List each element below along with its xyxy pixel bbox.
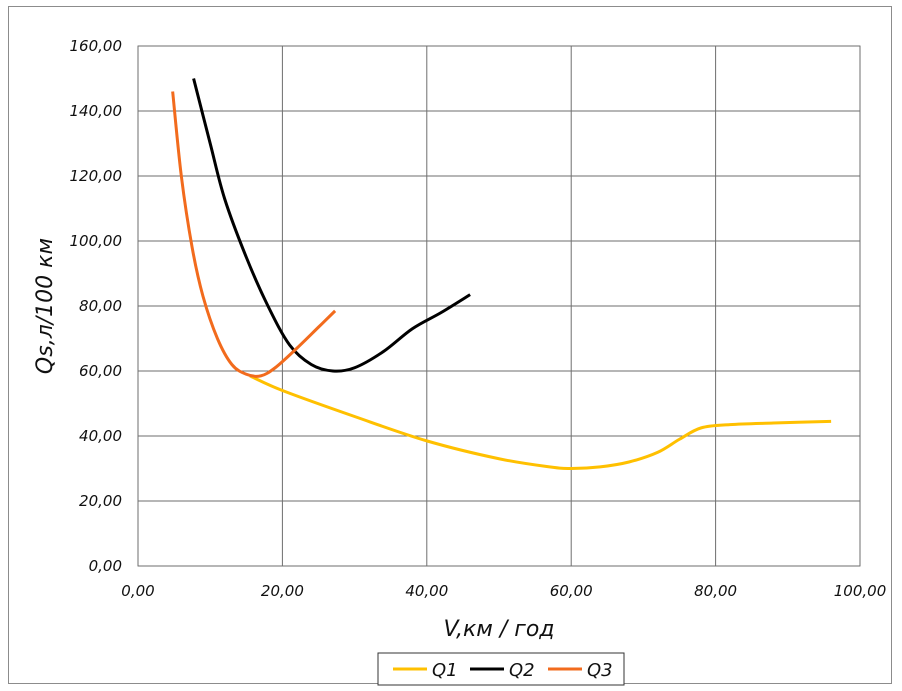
x-axis-title: V,км / год: [443, 617, 554, 642]
y-tick-label: 80,00: [79, 297, 122, 315]
y-tick-label: 140,00: [70, 102, 123, 120]
x-tick-label: 60,00: [550, 582, 593, 600]
y-tick-label: 160,00: [70, 37, 123, 55]
series-layer: [171, 78, 832, 470]
series-line-q3: [171, 91, 337, 378]
legend-label-q3: Q3: [587, 660, 613, 681]
legend-label-q2: Q2: [509, 660, 535, 681]
y-tick-label: 20,00: [79, 492, 122, 510]
x-tick-label: 20,00: [261, 582, 304, 600]
y-tick-label: 100,00: [70, 232, 123, 250]
y-tick-label: 40,00: [79, 427, 122, 445]
y-tick-label: 0,00: [89, 557, 122, 575]
x-tick-label: 40,00: [405, 582, 448, 600]
series-line-q1: [249, 374, 832, 470]
y-tick-label: 120,00: [70, 167, 123, 185]
legend-label-q1: Q1: [432, 660, 458, 681]
y-tick-label: 60,00: [79, 362, 122, 380]
series-line-q2: [192, 78, 471, 373]
legend: Q1 Q2 Q3: [377, 652, 625, 686]
tick-labels: 0,00 20,00 40,00 60,00 80,00 100,00 0,00 20,00 4…: [70, 37, 887, 600]
grid-lines: [137, 45, 861, 567]
x-tick-label: 0,00: [121, 582, 154, 600]
y-axis-title: Qs,л/100 км: [33, 238, 58, 374]
x-tick-label: 100,00: [834, 582, 887, 600]
x-tick-label: 80,00: [694, 582, 737, 600]
